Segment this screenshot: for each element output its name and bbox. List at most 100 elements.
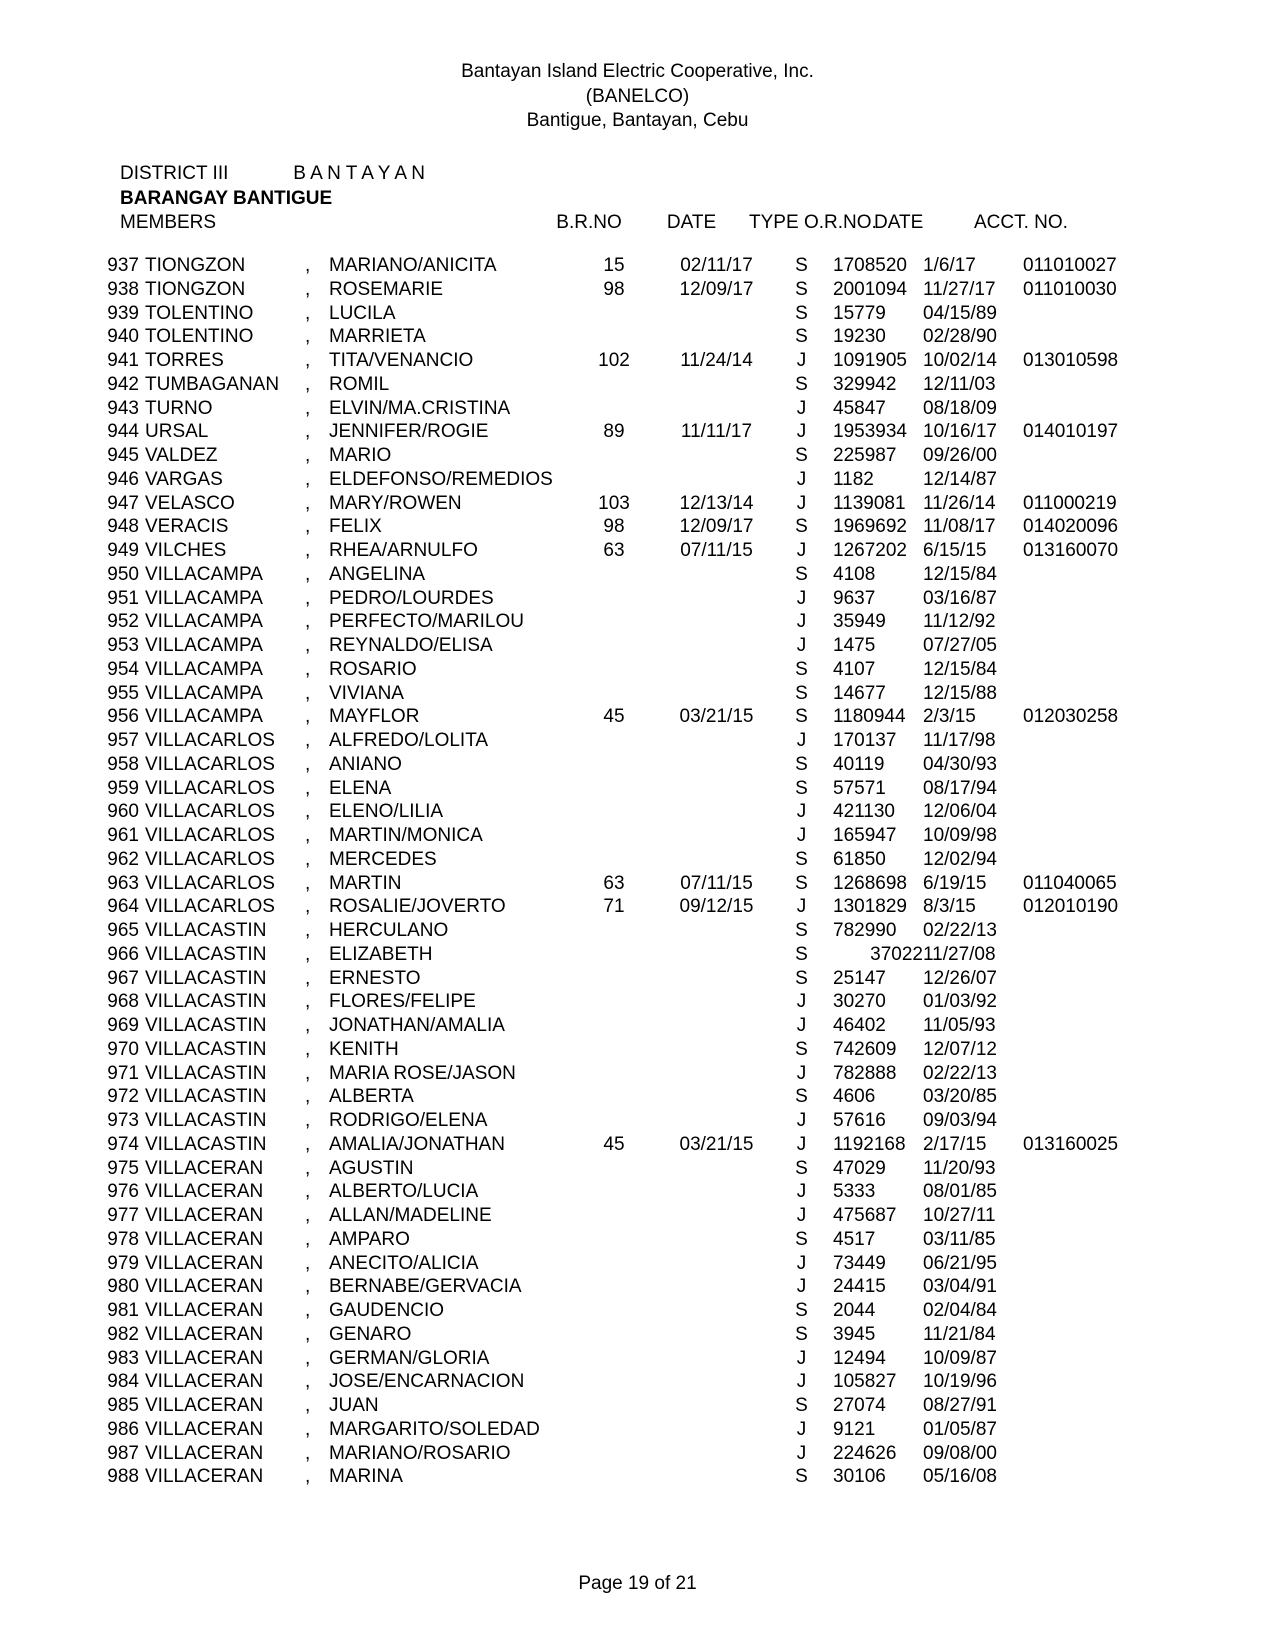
cell-orno: 27074 — [829, 1394, 923, 1418]
table-row: 986VILLACERAN,MARGARITO/SOLEDADJ912101/0… — [85, 1418, 1190, 1442]
cell-type: S — [774, 563, 829, 587]
cell-acct: 011010030 — [1023, 278, 1143, 302]
table-row: 943TURNO,ELVIN/MA.CRISTINAJ4584708/18/09 — [85, 397, 1190, 421]
col-acct: ACCT. NO. — [974, 211, 1094, 236]
table-row: 953VILLACAMPA,REYNALDO/ELISAJ147507/27/0… — [85, 634, 1190, 658]
cell-last: TURNO — [145, 397, 305, 421]
cell-acct — [1023, 1228, 1143, 1252]
table-row: 982VILLACERAN,GENAROS394511/21/84 — [85, 1323, 1190, 1347]
cell-bdate: 11/11/17 — [659, 420, 774, 444]
cell-idx: 962 — [85, 848, 145, 872]
district-label: DISTRICT III — [120, 162, 288, 187]
table-row: 959VILLACARLOS,ELENAS5757108/17/94 — [85, 777, 1190, 801]
cell-odate: 01/03/92 — [923, 990, 1023, 1014]
cell-bdate — [659, 729, 774, 753]
cell-orno: 4517 — [829, 1228, 923, 1252]
cell-type: S — [774, 967, 829, 991]
cell-type: S — [774, 373, 829, 397]
cell-idx: 959 — [85, 777, 145, 801]
cell-first: MARIANO/ROSARIO — [329, 1442, 569, 1466]
cell-orno: 1301829 — [829, 895, 923, 919]
cell-first: REYNALDO/ELISA — [329, 634, 569, 658]
cell-bdate: 03/21/15 — [659, 705, 774, 729]
cell-idx: 963 — [85, 872, 145, 896]
cell-type: J — [774, 1062, 829, 1086]
cell-last: VILLACARLOS — [145, 729, 305, 753]
cell-last: VILLACERAN — [145, 1370, 305, 1394]
table-row: 945VALDEZ,MARIOS22598709/26/00 — [85, 444, 1190, 468]
cell-odate: 6/19/15 — [923, 872, 1023, 896]
cell-acct — [1023, 1038, 1143, 1062]
cell-brno — [569, 1014, 659, 1038]
cell-odate: 02/04/84 — [923, 1299, 1023, 1323]
cell-idx: 961 — [85, 824, 145, 848]
cell-orno: 4107 — [829, 658, 923, 682]
cell-separator: , — [305, 302, 329, 326]
cell-brno — [569, 1394, 659, 1418]
cell-odate: 11/27/17 — [923, 278, 1023, 302]
cell-bdate — [659, 1085, 774, 1109]
cell-bdate — [659, 302, 774, 326]
cell-last: VARGAS — [145, 468, 305, 492]
cell-type: J — [774, 610, 829, 634]
cell-type: S — [774, 943, 829, 967]
col-orno: O.R.NO. — [804, 211, 874, 236]
cell-first: ROSALIE/JOVERTO — [329, 895, 569, 919]
cell-first: ALBERTO/LUCIA — [329, 1180, 569, 1204]
cell-orno: 25147 — [829, 967, 923, 991]
cell-odate: 12/14/87 — [923, 468, 1023, 492]
cell-idx: 941 — [85, 349, 145, 373]
cell-odate: 03/20/85 — [923, 1085, 1023, 1109]
cell-acct — [1023, 563, 1143, 587]
cell-idx: 974 — [85, 1133, 145, 1157]
cell-orno: 224626 — [829, 1442, 923, 1466]
table-row: 974VILLACASTIN,AMALIA/JONATHAN4503/21/15… — [85, 1133, 1190, 1157]
table-row: 941TORRES,TITA/VENANCIO10211/24/14J10919… — [85, 349, 1190, 373]
cell-idx: 984 — [85, 1370, 145, 1394]
header-line-1: Bantayan Island Electric Cooperative, In… — [85, 60, 1190, 85]
cell-separator: , — [305, 1062, 329, 1086]
cell-separator: , — [305, 349, 329, 373]
cell-first: JENNIFER/ROGIE — [329, 420, 569, 444]
table-row: 963VILLACARLOS,MARTIN6307/11/15S12686986… — [85, 872, 1190, 896]
cell-acct — [1023, 444, 1143, 468]
cell-bdate: 07/11/15 — [659, 872, 774, 896]
cell-bdate — [659, 1157, 774, 1181]
cell-odate: 11/12/92 — [923, 610, 1023, 634]
cell-type: S — [774, 1394, 829, 1418]
cell-brno: 98 — [569, 515, 659, 539]
table-row: 988VILLACERAN,MARINAS3010605/16/08 — [85, 1465, 1190, 1489]
cell-orno: 329942 — [829, 373, 923, 397]
cell-separator: , — [305, 729, 329, 753]
cell-bdate — [659, 1275, 774, 1299]
cell-brno — [569, 682, 659, 706]
cell-last: VELASCO — [145, 492, 305, 516]
cell-last: URSAL — [145, 420, 305, 444]
cell-separator: , — [305, 539, 329, 563]
cell-odate: 2/17/15 — [923, 1133, 1023, 1157]
cell-first: AMALIA/JONATHAN — [329, 1133, 569, 1157]
cell-idx: 948 — [85, 515, 145, 539]
cell-bdate — [659, 468, 774, 492]
cell-orno: 1192168 — [829, 1133, 923, 1157]
cell-acct — [1023, 1370, 1143, 1394]
cell-idx: 971 — [85, 1062, 145, 1086]
cell-orno: 61850 — [829, 848, 923, 872]
cell-odate: 12/02/94 — [923, 848, 1023, 872]
cell-type: S — [774, 302, 829, 326]
page-footer: Page 19 of 21 — [0, 1573, 1275, 1595]
cell-type: J — [774, 1418, 829, 1442]
cell-first: GENARO — [329, 1323, 569, 1347]
cell-last: VILLACERAN — [145, 1394, 305, 1418]
table-row: 942TUMBAGANAN,ROMILS32994212/11/03 — [85, 373, 1190, 397]
cell-idx: 965 — [85, 919, 145, 943]
cell-first: ELDEFONSO/REMEDIOS — [329, 468, 569, 492]
table-row: 960VILLACARLOS,ELENO/LILIAJ42113012/06/0… — [85, 800, 1190, 824]
cell-acct: 011010027 — [1023, 254, 1143, 278]
cell-last: VILLACARLOS — [145, 872, 305, 896]
cell-separator: , — [305, 777, 329, 801]
cell-type: S — [774, 848, 829, 872]
cell-brno — [569, 800, 659, 824]
cell-bdate: 11/24/14 — [659, 349, 774, 373]
cell-bdate — [659, 967, 774, 991]
